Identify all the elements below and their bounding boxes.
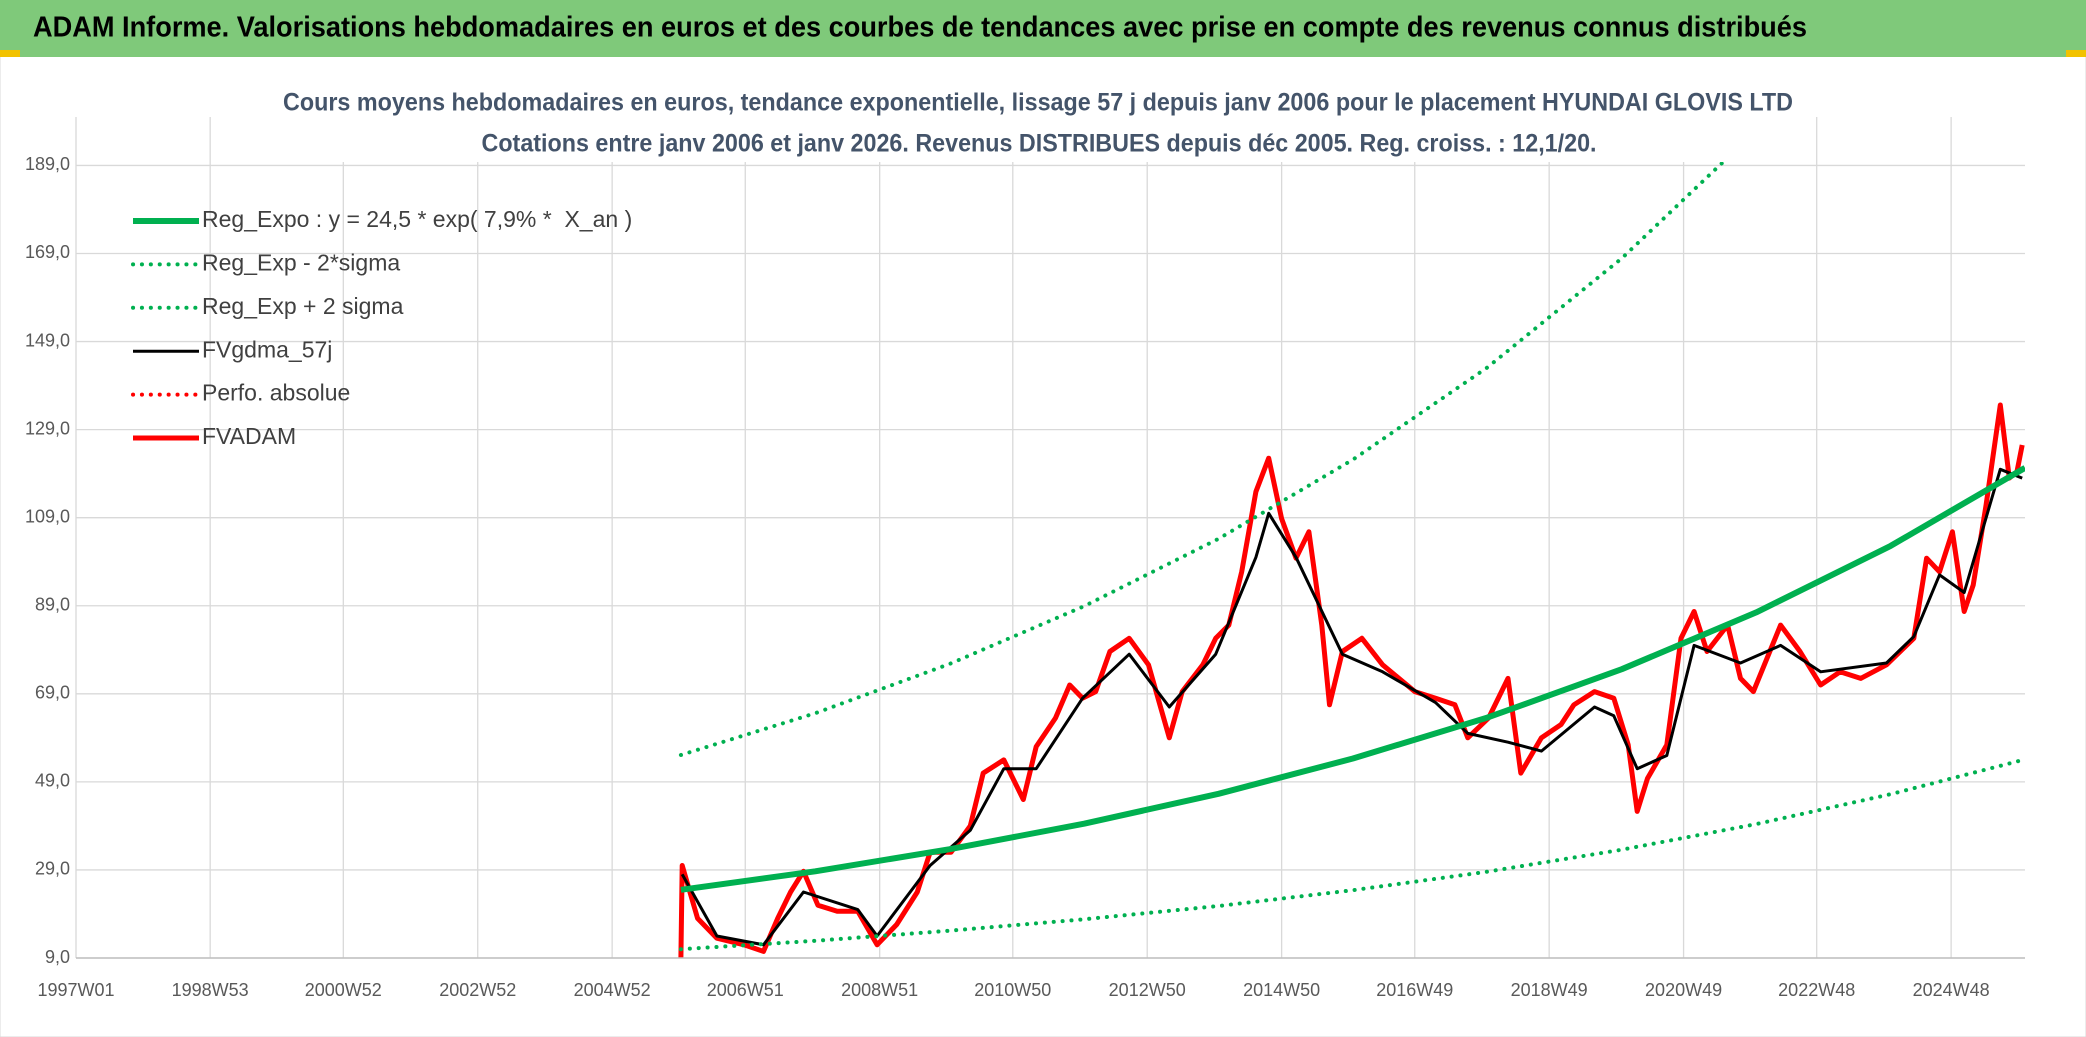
x-tick-label: 2016W49: [1376, 980, 1453, 1000]
series-line: [678, 402, 2025, 958]
y-tick-label: 169,0: [25, 242, 70, 262]
chart-subtitle: Cotations entre janv 2006 et janv 2026. …: [482, 130, 1597, 158]
x-tick-label: 2022W48: [1778, 980, 1855, 1000]
header-title: ADAM Informe. Valorisations hebdomadaire…: [33, 12, 1807, 44]
y-tick-label: 149,0: [25, 330, 70, 350]
x-tick-label: 2020W49: [1645, 980, 1722, 1000]
x-tick-label: 2008W51: [841, 980, 918, 1000]
x-tick-label: 1997W01: [37, 980, 114, 1000]
y-tick-label: 9,0: [45, 947, 70, 967]
y-tick-label: 29,0: [35, 859, 70, 879]
title-box: [273, 80, 1803, 162]
header-bar: [0, 0, 2086, 57]
y-tick-label: 49,0: [35, 771, 70, 791]
corner: [2066, 50, 2086, 57]
legend-label: FVgdma_57j: [202, 336, 332, 362]
x-tick-label: 2018W49: [1511, 980, 1588, 1000]
legend-label: Reg_Exp - 2*sigma: [202, 249, 400, 275]
y-tick-label: 69,0: [35, 683, 70, 703]
x-tick-label: 2010W50: [974, 980, 1051, 1000]
series-line: [680, 467, 2023, 947]
chart-title: Cours moyens hebdomadaires en euros, ten…: [283, 89, 1793, 117]
x-tick-label: 2024W48: [1913, 980, 1990, 1000]
legend-label: Perfo. absolue: [202, 380, 350, 406]
series-line: [678, 757, 2025, 952]
x-tick-label: 2000W52: [305, 980, 382, 1000]
corner: [0, 50, 20, 57]
y-tick-label: 129,0: [25, 418, 70, 438]
y-tick-label: 189,0: [25, 154, 70, 174]
y-tick-label: 109,0: [25, 506, 70, 526]
series-line: [680, 465, 2025, 893]
x-tick-label: 2004W52: [574, 980, 651, 1000]
x-tick-label: 2006W51: [707, 980, 784, 1000]
legend-label: FVADAM: [202, 423, 296, 449]
x-tick-label: 2002W52: [439, 980, 516, 1000]
x-tick-label: 2012W50: [1109, 980, 1186, 1000]
legend-label: Reg_Exp + 2 sigma: [202, 293, 404, 319]
legend-label: Reg_Expo : y = 24,5 * exp( 7,9% * X_an ): [202, 206, 632, 232]
x-tick-label: 1998W53: [172, 980, 249, 1000]
x-tick-label: 2014W50: [1243, 980, 1320, 1000]
y-tick-label: 89,0: [35, 594, 70, 614]
